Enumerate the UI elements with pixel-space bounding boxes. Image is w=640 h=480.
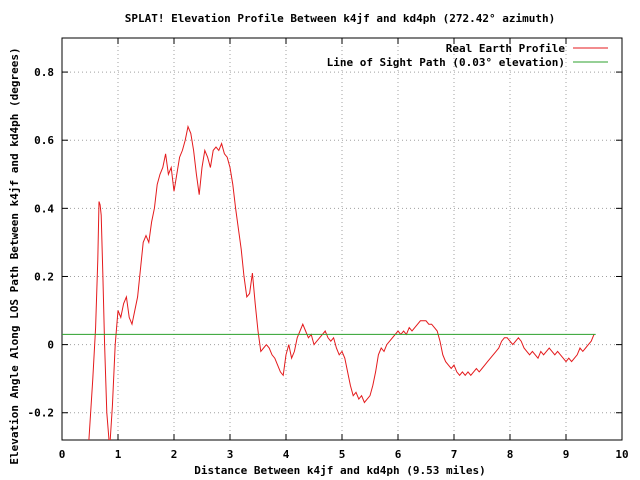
real-earth-profile-line [88,124,595,440]
legend-label-line-of-sight: Line of Sight Path (0.03° elevation) [327,56,565,69]
x-tick-label: 2 [171,448,178,461]
x-tick-label: 4 [283,448,290,461]
grid [62,38,622,440]
x-tick-label: 0 [59,448,66,461]
x-tick-label: 10 [615,448,628,461]
series-lines [62,124,596,440]
x-tick-label: 1 [115,448,122,461]
y-tick-label: -0.2 [28,407,55,420]
chart-title: SPLAT! Elevation Profile Between k4jf an… [125,12,555,25]
x-tick-label: 5 [339,448,346,461]
legend: Real Earth Profile Line of Sight Path (0… [327,42,608,69]
y-tick-label: 0.2 [34,270,54,283]
y-tick-label: 0.6 [34,134,54,147]
x-tick-label: 8 [507,448,514,461]
y-axis-label: Elevation Angle Along LOS Path Between k… [8,47,21,464]
y-tick-label: 0.8 [34,66,54,79]
x-tick-label: 9 [563,448,570,461]
axis-ticks: 0 1 2 3 4 5 6 7 8 9 10 -0.2 0 0.2 0.4 0.6 0.8 [28,38,629,461]
x-tick-label: 6 [395,448,402,461]
y-tick-label: 0.4 [34,202,54,215]
legend-label-real-earth-profile: Real Earth Profile [446,42,566,55]
y-tick-label: 0 [47,339,54,352]
x-tick-label: 3 [227,448,234,461]
x-tick-label: 7 [451,448,458,461]
x-axis-label: Distance Between k4jf and kd4ph (9.53 mi… [194,464,485,477]
